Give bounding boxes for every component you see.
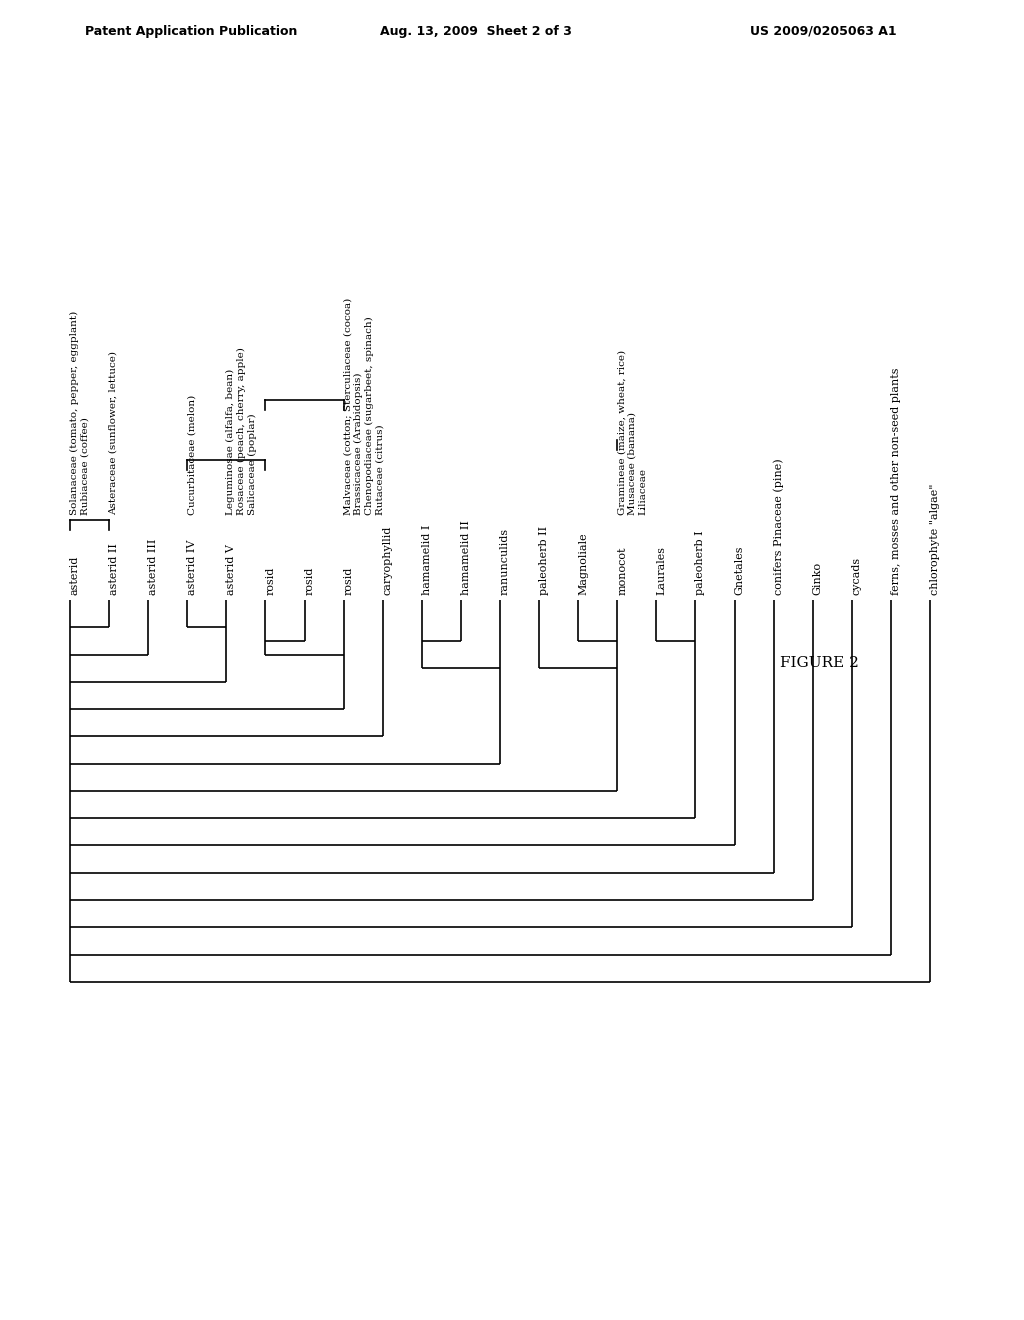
Text: caryophyllid: caryophyllid [383,525,393,595]
Text: ferns, mosses and other non-seed plants: ferns, mosses and other non-seed plants [891,367,901,595]
Text: asterid III: asterid III [148,539,158,595]
Text: hamamelid I: hamamelid I [422,524,432,595]
Text: hamamelid II: hamamelid II [461,520,471,595]
Text: paleoherb I: paleoherb I [695,531,706,595]
Text: Patent Application Publication: Patent Application Publication [85,25,297,38]
Text: paleoherb II: paleoherb II [539,525,549,595]
Text: Laurales: Laurales [656,546,667,595]
Text: US 2009/0205063 A1: US 2009/0205063 A1 [750,25,897,38]
Text: Cucurbitaceae (melon): Cucurbitaceae (melon) [187,395,197,515]
Text: conifers Pinaceae (pine): conifers Pinaceae (pine) [774,458,784,595]
Text: Leguminosae (alfalfa, bean)
Rosaceae (peach, cherry, apple)
Salicaceae (poplar): Leguminosae (alfalfa, bean) Rosaceae (pe… [226,347,257,515]
Text: Aug. 13, 2009  Sheet 2 of 3: Aug. 13, 2009 Sheet 2 of 3 [380,25,571,38]
Text: asterid V: asterid V [226,544,237,595]
Text: FIGURE 2: FIGURE 2 [780,656,859,671]
Text: Asteraceae (sunflower, lettuce): Asteraceae (sunflower, lettuce) [110,351,118,515]
Text: Solanaceae (tomato, pepper, eggplant)
Rubiaceae (coffee): Solanaceae (tomato, pepper, eggplant) Ru… [70,310,89,515]
Text: rosid: rosid [344,566,353,595]
Text: Ginko: Ginko [813,562,822,595]
Text: chlorophyte "algae": chlorophyte "algae" [930,483,940,595]
Text: rosid: rosid [304,566,314,595]
Text: Malvaceae (cotton; Sterculiaceae (cocoa)
Brassicaceae (Arabidopsis)
Chenopodiace: Malvaceae (cotton; Sterculiaceae (cocoa)… [344,298,384,515]
Text: Magnoliale: Magnoliale [579,532,588,595]
Text: Gramineae (maize, wheat, rice)
Musaceae (banana)
Liliaceae: Gramineae (maize, wheat, rice) Musaceae … [617,350,647,515]
Text: asterid II: asterid II [110,543,119,595]
Text: Gnetales: Gnetales [734,545,744,595]
Text: rosid: rosid [265,566,275,595]
Text: cycads: cycads [852,557,862,595]
Text: ranunculids: ranunculids [500,528,510,595]
Text: monocot: monocot [617,546,628,595]
Text: asterid IV: asterid IV [187,540,198,595]
Text: asterid: asterid [70,556,80,595]
